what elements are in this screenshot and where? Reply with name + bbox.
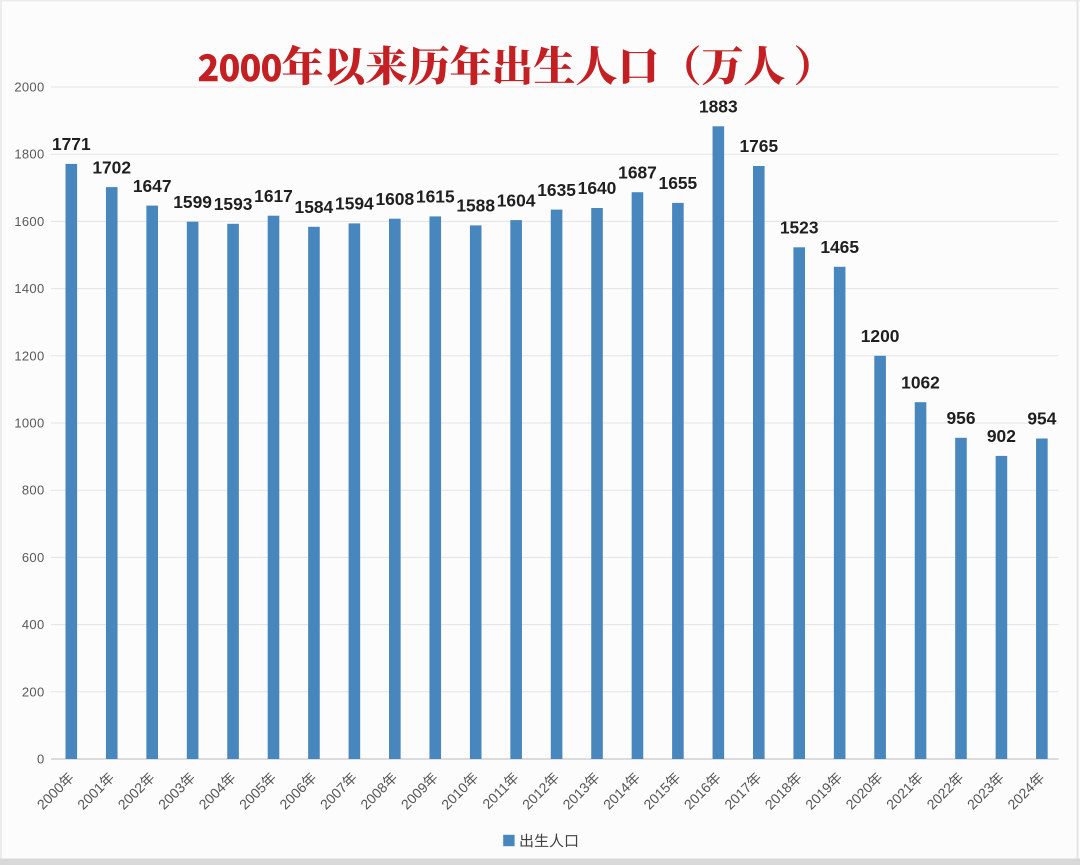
svg-text:1647: 1647 <box>133 176 172 196</box>
svg-text:1584: 1584 <box>295 197 334 217</box>
svg-text:1608: 1608 <box>375 189 414 209</box>
svg-text:1200: 1200 <box>861 326 900 346</box>
svg-text:1594: 1594 <box>335 194 374 214</box>
svg-text:954: 954 <box>1027 409 1056 429</box>
svg-text:1615: 1615 <box>416 187 455 207</box>
svg-text:902: 902 <box>987 426 1016 446</box>
svg-text:400: 400 <box>22 617 45 632</box>
svg-text:1523: 1523 <box>780 218 819 238</box>
svg-text:1771: 1771 <box>52 134 91 154</box>
svg-text:1593: 1593 <box>214 194 253 214</box>
svg-text:1702: 1702 <box>92 157 131 177</box>
svg-text:1062: 1062 <box>901 372 940 392</box>
svg-text:1640: 1640 <box>578 178 617 198</box>
svg-text:1465: 1465 <box>820 237 859 257</box>
svg-text:1655: 1655 <box>659 173 698 193</box>
svg-text:1599: 1599 <box>173 192 212 212</box>
svg-text:1000: 1000 <box>14 416 44 431</box>
svg-text:1600: 1600 <box>14 214 44 229</box>
svg-text:1400: 1400 <box>14 281 44 296</box>
svg-text:1617: 1617 <box>254 186 293 206</box>
svg-text:1687: 1687 <box>618 162 657 182</box>
svg-text:1883: 1883 <box>699 97 738 117</box>
svg-text:200: 200 <box>22 684 45 699</box>
svg-text:1765: 1765 <box>739 136 778 156</box>
svg-text:1200: 1200 <box>14 348 44 363</box>
svg-text:2000: 2000 <box>14 80 44 95</box>
svg-text:1604: 1604 <box>497 190 536 210</box>
svg-text:800: 800 <box>22 483 45 498</box>
svg-text:600: 600 <box>22 550 45 565</box>
svg-text:1635: 1635 <box>537 180 576 200</box>
svg-text:956: 956 <box>946 408 975 428</box>
svg-text:1800: 1800 <box>14 147 44 162</box>
svg-text:0: 0 <box>37 752 45 767</box>
svg-text:1588: 1588 <box>456 196 495 216</box>
